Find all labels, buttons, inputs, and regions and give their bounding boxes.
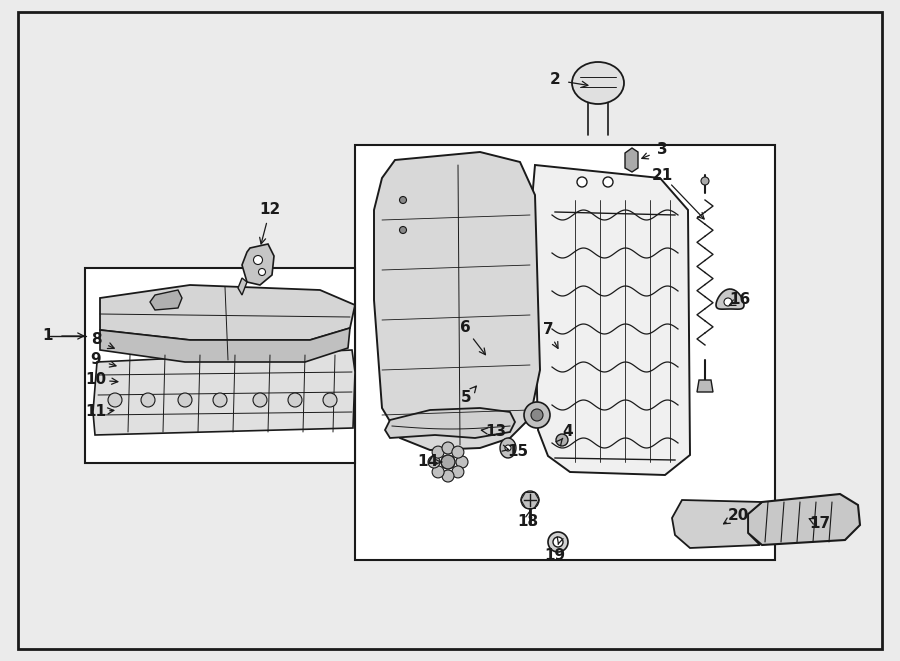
Text: 12: 12 bbox=[259, 202, 281, 217]
Text: 13: 13 bbox=[485, 424, 507, 440]
Text: 8: 8 bbox=[91, 332, 102, 348]
Circle shape bbox=[452, 466, 464, 478]
Polygon shape bbox=[716, 289, 744, 309]
Polygon shape bbox=[385, 408, 515, 438]
Text: 2: 2 bbox=[550, 73, 561, 87]
Polygon shape bbox=[150, 290, 182, 310]
Circle shape bbox=[521, 491, 539, 509]
Circle shape bbox=[258, 268, 265, 276]
Text: 6: 6 bbox=[460, 321, 471, 336]
Circle shape bbox=[701, 177, 709, 185]
Circle shape bbox=[441, 455, 455, 469]
Circle shape bbox=[531, 409, 543, 421]
Circle shape bbox=[524, 402, 550, 428]
Text: 1: 1 bbox=[43, 329, 53, 344]
Circle shape bbox=[603, 177, 613, 187]
Text: 15: 15 bbox=[508, 444, 528, 459]
Text: 21: 21 bbox=[652, 167, 672, 182]
Circle shape bbox=[452, 446, 464, 458]
Circle shape bbox=[400, 196, 407, 204]
Polygon shape bbox=[374, 152, 540, 450]
Circle shape bbox=[553, 537, 563, 547]
Circle shape bbox=[141, 393, 155, 407]
Circle shape bbox=[456, 456, 468, 468]
Text: 14: 14 bbox=[418, 455, 438, 469]
Polygon shape bbox=[238, 278, 247, 295]
Circle shape bbox=[178, 393, 192, 407]
Text: 16: 16 bbox=[729, 293, 751, 307]
Bar bbox=[85, 268, 355, 463]
Polygon shape bbox=[242, 244, 274, 285]
Circle shape bbox=[505, 445, 511, 451]
Polygon shape bbox=[100, 328, 350, 362]
Polygon shape bbox=[748, 494, 860, 545]
Circle shape bbox=[577, 177, 587, 187]
Ellipse shape bbox=[572, 62, 624, 104]
Text: 17: 17 bbox=[809, 516, 831, 531]
Polygon shape bbox=[697, 380, 713, 392]
Text: 9: 9 bbox=[91, 352, 102, 368]
Text: 4: 4 bbox=[562, 424, 573, 440]
Polygon shape bbox=[93, 350, 355, 435]
Polygon shape bbox=[532, 165, 690, 475]
Circle shape bbox=[400, 227, 407, 233]
Text: 11: 11 bbox=[86, 405, 106, 420]
Text: 7: 7 bbox=[543, 323, 553, 338]
Text: 19: 19 bbox=[544, 547, 565, 563]
Text: 3: 3 bbox=[657, 143, 667, 157]
Circle shape bbox=[548, 532, 568, 552]
Circle shape bbox=[442, 442, 454, 454]
Circle shape bbox=[254, 256, 263, 264]
Bar bbox=[355, 145, 775, 560]
Circle shape bbox=[288, 393, 302, 407]
Circle shape bbox=[556, 434, 568, 446]
Circle shape bbox=[253, 393, 267, 407]
Text: 5: 5 bbox=[461, 391, 472, 405]
Circle shape bbox=[213, 393, 227, 407]
Polygon shape bbox=[100, 285, 355, 340]
Circle shape bbox=[432, 466, 444, 478]
Polygon shape bbox=[500, 438, 516, 458]
Circle shape bbox=[428, 456, 440, 468]
Text: 10: 10 bbox=[86, 373, 106, 387]
Text: 20: 20 bbox=[727, 508, 749, 522]
Circle shape bbox=[442, 470, 454, 482]
Text: 18: 18 bbox=[518, 514, 538, 529]
Polygon shape bbox=[625, 148, 638, 172]
Circle shape bbox=[108, 393, 122, 407]
Circle shape bbox=[432, 446, 444, 458]
Circle shape bbox=[323, 393, 337, 407]
Polygon shape bbox=[672, 500, 762, 548]
Circle shape bbox=[724, 298, 732, 306]
